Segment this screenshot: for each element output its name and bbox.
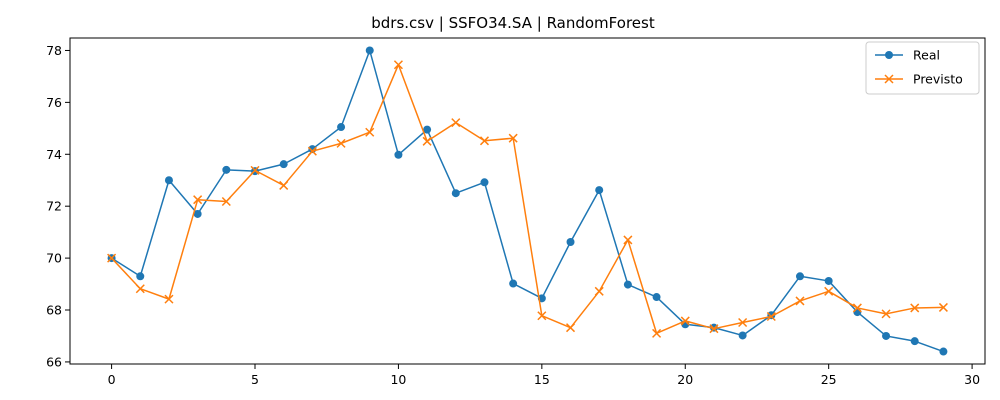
x-tick-label: 0 (108, 372, 116, 387)
data-point-real (738, 331, 747, 340)
data-point-previsto (250, 165, 260, 175)
y-tick-label: 74 (46, 147, 62, 162)
data-point-previsto (795, 296, 805, 306)
series-real (107, 46, 948, 356)
series-line-real (111, 49, 944, 353)
data-point-previsto (508, 133, 518, 143)
data-point-real (566, 238, 575, 247)
data-point-previsto (164, 294, 174, 304)
x-tick-label: 10 (390, 372, 406, 387)
data-point-real (853, 308, 862, 317)
x-axis: 0 5 10 15 20 25 30 (108, 364, 980, 387)
data-point-previsto (221, 196, 231, 207)
data-point-previsto (652, 328, 662, 338)
x-tick-label: 25 (821, 372, 837, 387)
data-point-previsto (738, 317, 748, 328)
x-tick-label: 30 (964, 372, 980, 387)
plot-area-frame (69, 37, 986, 365)
data-point-previsto (910, 303, 920, 313)
y-tick-label: 72 (46, 199, 62, 214)
series-previsto (107, 60, 948, 338)
data-point-real (337, 123, 346, 132)
data-point-real (595, 186, 604, 195)
data-point-real (882, 331, 891, 340)
data-point-previsto (680, 316, 690, 326)
data-point-previsto (852, 303, 862, 313)
data-point-previsto (336, 138, 346, 148)
data-point-previsto (307, 146, 317, 156)
data-point-real (365, 46, 374, 55)
data-point-real (795, 272, 804, 281)
data-point-real (652, 293, 661, 302)
series-line-previsto (111, 63, 944, 335)
legend: Real Previsto (865, 41, 980, 95)
y-tick-label: 68 (46, 303, 62, 318)
data-point-previsto (479, 136, 490, 146)
data-point-previsto (107, 253, 117, 263)
data-point-previsto (709, 324, 719, 334)
data-point-real (451, 189, 460, 198)
x-tick-label: 20 (677, 372, 693, 387)
series-layer (107, 46, 948, 356)
data-point-previsto (537, 311, 547, 321)
data-point-real (623, 280, 632, 289)
data-point-real (279, 160, 288, 169)
data-point-previsto (881, 309, 891, 319)
data-point-previsto (938, 302, 948, 312)
y-tick-label: 78 (46, 43, 62, 58)
data-point-previsto (824, 286, 834, 296)
data-point-previsto (766, 311, 776, 322)
data-point-real (164, 176, 173, 185)
data-point-previsto (451, 118, 461, 128)
y-tick-label: 70 (46, 251, 62, 266)
data-point-real (910, 337, 919, 346)
data-point-real (423, 125, 432, 134)
y-tick-label: 66 (46, 354, 62, 369)
legend-previsto-marker (884, 74, 894, 84)
data-point-previsto (393, 60, 403, 70)
data-point-previsto (565, 323, 576, 333)
y-axis: 66 68 70 72 74 76 78 (46, 43, 70, 369)
data-point-real (509, 279, 518, 288)
data-point-previsto (135, 284, 145, 294)
data-point-real (480, 178, 489, 187)
data-point-previsto (623, 235, 633, 245)
data-point-real (222, 165, 231, 174)
x-tick-label: 5 (251, 372, 259, 387)
data-point-real (824, 276, 833, 285)
data-point-previsto (365, 127, 375, 137)
data-point-previsto (193, 195, 203, 205)
data-point-real (193, 209, 202, 218)
data-point-real (939, 347, 948, 356)
data-point-real (394, 150, 403, 159)
y-tick-label: 76 (46, 95, 62, 110)
data-point-real (136, 272, 145, 281)
data-point-previsto (422, 136, 432, 146)
legend-previsto-label: Previsto (913, 72, 963, 87)
x-tick-label: 15 (534, 372, 550, 387)
data-point-previsto (594, 286, 604, 296)
legend-real-label: Real (913, 48, 940, 63)
data-point-previsto (279, 180, 289, 190)
chart-title: bdrs.csv | SSFO34.SA | RandomForest (371, 14, 655, 32)
legend-real-marker (885, 51, 893, 59)
